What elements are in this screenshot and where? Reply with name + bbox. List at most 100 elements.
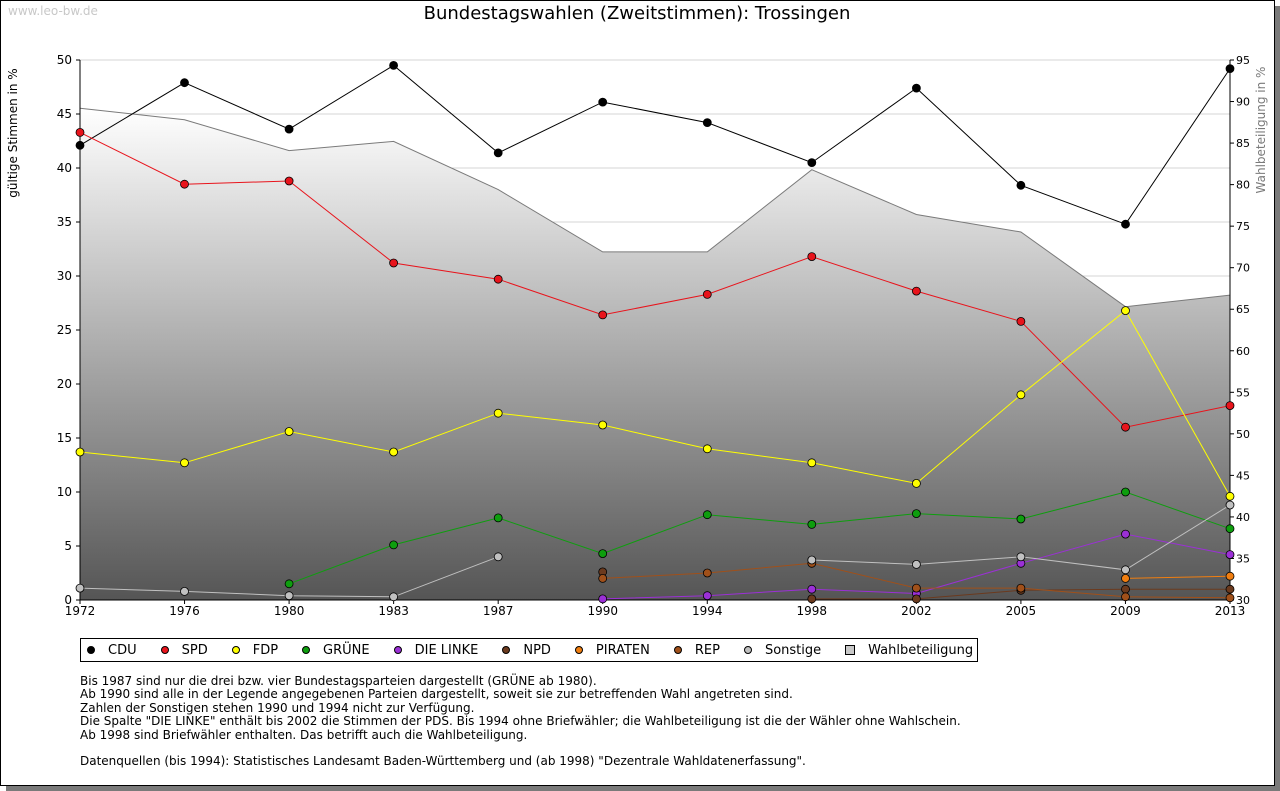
point-sonstige	[180, 587, 189, 596]
point-rep	[1121, 592, 1130, 602]
point-cdu	[1121, 219, 1130, 229]
point-fdp	[598, 420, 608, 430]
legend-marker	[87, 646, 95, 654]
point-cdu	[75, 140, 85, 150]
note-line: Die Spalte "DIE LINKE" enthält bis 2002 …	[80, 714, 961, 729]
legend-label: REP	[694, 642, 720, 658]
point-spd	[598, 310, 608, 320]
note-line: Ab 1990 sind alle in der Legende angegeb…	[80, 687, 793, 702]
point-cdu	[1016, 180, 1026, 190]
series-line-fdp	[79, 309, 1231, 497]
point-fdp	[912, 478, 921, 488]
x-tick-label: 1980	[274, 604, 305, 618]
legend-marker	[302, 646, 311, 654]
point-fdp	[284, 427, 294, 436]
point-spd	[1016, 316, 1026, 326]
y-tick-label: 15	[57, 431, 72, 445]
point-rep	[1016, 583, 1026, 593]
series-line-spd	[79, 131, 1231, 428]
x-tick-label: 2009	[1110, 604, 1141, 618]
legend-label: PIRATEN	[595, 642, 650, 658]
legend-marker	[845, 645, 856, 655]
y2-tick-label: 40	[1236, 511, 1250, 524]
chart-title: Bundestagswahlen (Zweitstimmen): Trossin…	[423, 3, 851, 24]
point-sonstige	[1121, 565, 1130, 575]
legend-item-npd: NPD	[502, 643, 551, 658]
x-tick-label: 2013	[1215, 604, 1246, 618]
point-sonstige	[493, 552, 503, 562]
legend-label: CDU	[108, 642, 137, 658]
legend-label: Sonstige	[764, 642, 822, 658]
point-piraten	[1225, 571, 1235, 581]
point-npd	[912, 594, 921, 604]
point-piraten	[1121, 574, 1130, 583]
point-fdp	[180, 458, 189, 468]
y2-tick-label: 55	[1236, 386, 1250, 399]
note-line: Bis 1987 sind nur die drei bzw. vier Bun…	[80, 674, 597, 688]
point-spd	[389, 258, 399, 268]
series-line-piraten	[1125, 575, 1231, 579]
x-tick-label: 1990	[587, 604, 618, 618]
point-spd	[284, 176, 294, 186]
point-cdu	[1225, 64, 1235, 73]
y-tick-label: 0	[64, 593, 72, 607]
turnout-fill	[80, 108, 1230, 600]
y2-tick-label: 45	[1236, 469, 1250, 482]
point-gr-ne	[284, 579, 294, 589]
notes: Bis 1987 sind nur die drei bzw. vier Bun…	[80, 674, 961, 769]
point-gr-ne	[1016, 514, 1026, 524]
point-cdu	[912, 83, 921, 93]
point-fdp	[702, 444, 712, 454]
point-sonstige	[912, 560, 921, 569]
axes: 0 5 10 15 20 25 30 35 40 45 50 30 35 40 45 50 55 60 65 70 75…	[6, 53, 1268, 618]
y2-axis-label: Wahlbeteiligung in %	[1254, 67, 1268, 194]
point-sonstige	[807, 555, 817, 565]
y2-tick-label: 65	[1236, 303, 1250, 316]
legend-label: NPD	[523, 642, 551, 658]
note-line: Zahlen der Sonstigen stehen 1990 und 199…	[80, 700, 475, 715]
legend-label: FDP	[252, 642, 279, 658]
legend-item-gr-ne: GRÜNE	[302, 643, 370, 658]
watermark: www.leo-bw.de	[8, 4, 98, 18]
x-tick-label: 1994	[692, 604, 723, 618]
point-npd	[1225, 584, 1235, 594]
legend-label: SPD	[181, 642, 208, 658]
point-die-linke	[702, 591, 712, 601]
point-fdp	[1016, 390, 1026, 400]
legend: CDU SPD FDP GRÜNE DIE LINKE NPD PIRATEN REP Sons…	[80, 638, 979, 662]
x-tick-label: 1987	[483, 604, 514, 618]
point-sonstige	[1225, 500, 1235, 510]
y-axis-label: gültige Stimmen in %	[6, 68, 20, 197]
y2-tick-label: 75	[1236, 220, 1250, 233]
point-rep	[702, 568, 712, 578]
point-spd	[75, 127, 85, 137]
note-sources: Datenquellen (bis 1994): Statistisches L…	[80, 754, 806, 769]
y2-tick-label: 80	[1236, 179, 1250, 192]
y2-tick-label: 30	[1236, 594, 1250, 607]
legend-marker	[574, 646, 583, 654]
x-tick-label: 1998	[797, 604, 828, 618]
point-cdu	[598, 97, 608, 107]
y-tick-label: 30	[57, 269, 72, 283]
x-tick-label: 2005	[1006, 604, 1037, 618]
legend-marker	[743, 646, 752, 654]
legend-item-wahlbeteiligung: Wahlbeteiligung	[845, 643, 973, 658]
legend-item-fdp: FDP	[231, 642, 279, 658]
point-gr-ne	[702, 510, 712, 520]
point-spd	[180, 179, 189, 189]
legend-marker	[160, 646, 169, 654]
y-tick-label: 50	[57, 53, 72, 67]
y-tick-label: 10	[57, 485, 72, 499]
turnout-area	[79, 107, 1231, 600]
legend-label: DIE LINKE	[414, 642, 479, 658]
point-sonstige	[389, 592, 399, 602]
y2-tick-label: 50	[1236, 428, 1250, 441]
point-sonstige	[1016, 552, 1026, 562]
point-die-linke	[598, 594, 608, 604]
point-cdu	[284, 124, 294, 134]
legend-marker	[393, 646, 402, 654]
legend-label: Wahlbeteiligung	[868, 642, 974, 658]
point-spd	[702, 289, 712, 299]
y2-tick-label: 95	[1236, 54, 1250, 67]
point-fdp	[1121, 306, 1130, 316]
